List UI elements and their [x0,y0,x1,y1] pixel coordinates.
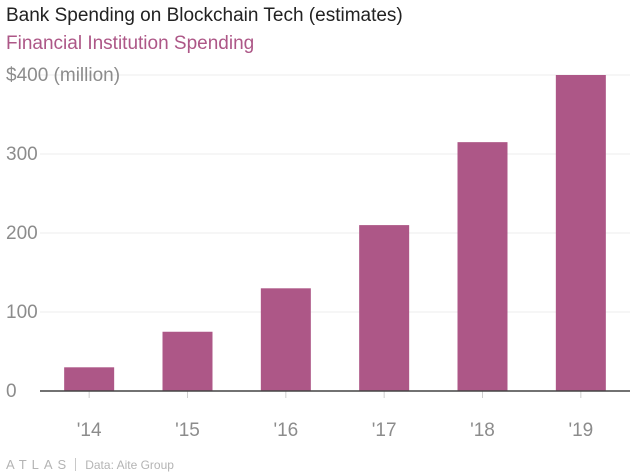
bar [359,225,410,391]
x-tick-label: '14 [77,420,102,441]
bar [260,288,311,391]
bar [457,142,508,391]
bar [64,367,115,391]
x-tick-label: '17 [372,420,397,441]
y-tick-label: 300 [6,144,38,165]
x-tick-label: '16 [273,420,298,441]
y-tick-label: 0 [6,381,17,402]
footer: ATLAS Data: Aite Group [6,457,174,472]
x-tick-label: '19 [568,420,593,441]
chart-title: Bank Spending on Blockchain Tech (estima… [6,5,403,26]
atlas-logo: ATLAS [6,457,72,472]
y-tick-label: $400 (million) [6,65,120,86]
data-source: Data: Aite Group [85,457,174,472]
bar [555,75,606,391]
y-tick-label: 200 [6,223,38,244]
footer-divider [75,458,77,471]
chart-subtitle: Financial Institution Spending [6,33,255,54]
x-tick-label: '15 [175,420,200,441]
bar [162,331,213,391]
x-tick-label: '18 [470,420,495,441]
y-tick-label: 100 [6,302,38,323]
